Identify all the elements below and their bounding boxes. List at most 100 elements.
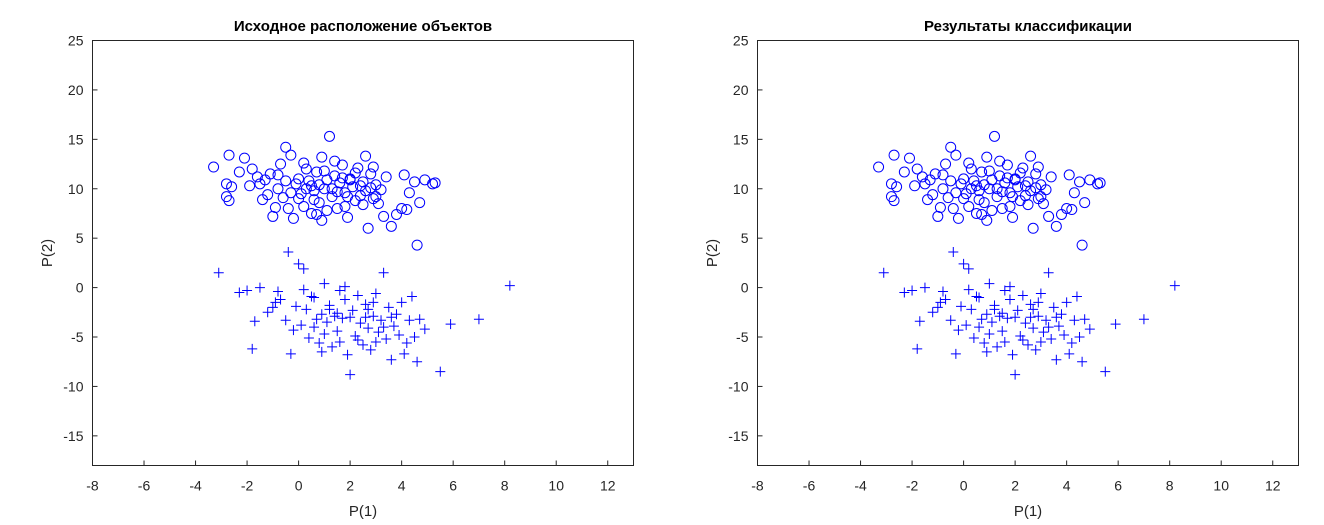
data-point-circle [360, 150, 372, 162]
y-tick-labels: -15 -10 -5 0 5 10 15 20 25 [63, 33, 98, 444]
data-point-plus [899, 287, 910, 298]
data-point-plus [1051, 354, 1062, 365]
data-point-plus [1046, 333, 1057, 344]
data-point-circle [401, 204, 413, 216]
data-point-plus [1169, 280, 1180, 291]
data-point-circle [293, 193, 305, 205]
data-point-circle [257, 194, 269, 206]
data-point-circle [238, 152, 250, 164]
data-point-plus [937, 286, 948, 297]
data-point-plus [311, 314, 322, 325]
data-point-circle [208, 161, 220, 173]
data-point-circle [398, 169, 410, 181]
data-point-plus [1071, 291, 1082, 302]
data-point-plus [383, 302, 394, 313]
data-point-circle [311, 166, 323, 178]
data-point-circle [360, 185, 372, 197]
data-point-plus [1110, 319, 1121, 330]
data-point-circle [986, 174, 998, 186]
data-point-plus [1053, 321, 1064, 332]
y-tick-label: 20 [733, 82, 749, 98]
data-point-plus [242, 285, 253, 296]
data-point-circle [429, 177, 441, 189]
data-point-plus [1025, 299, 1036, 310]
data-point-plus [1010, 312, 1021, 323]
data-point-circle [336, 159, 348, 171]
data-point-plus [350, 331, 361, 342]
data-point-plus [319, 278, 330, 289]
data-point-circle [275, 158, 287, 170]
data-point-circle [331, 203, 343, 215]
data-point-circle [1061, 203, 1073, 215]
data-point-circle [1007, 211, 1019, 223]
data-point-circle [950, 149, 962, 161]
data-point-circle [311, 208, 323, 220]
data-point-circle [285, 187, 297, 199]
data-point-plus [316, 346, 327, 357]
data-point-circle [1025, 150, 1037, 162]
data-point-circle [891, 181, 903, 193]
data-point-plus [986, 317, 997, 328]
data-point-circle [937, 183, 949, 195]
data-point-plus [275, 294, 286, 305]
data-point-plus [324, 304, 335, 315]
data-point-plus [381, 333, 392, 344]
data-point-circle [419, 174, 431, 186]
y-tick-label: 5 [76, 230, 84, 246]
data-point-plus [339, 281, 350, 292]
data-point-circle [885, 191, 897, 203]
data-point-plus [473, 314, 484, 325]
x-tick-label: 6 [1114, 478, 1122, 494]
data-point-plus [316, 309, 327, 320]
data-point-plus [386, 354, 397, 365]
data-point-circle [945, 141, 957, 153]
y-axis-label: P(2) [704, 239, 721, 267]
data-point-circle [909, 180, 921, 192]
data-point-circle [385, 220, 397, 232]
data-point-plus [339, 294, 350, 305]
data-point-plus [963, 263, 974, 274]
data-point-plus [234, 287, 245, 298]
data-point-circle [220, 191, 232, 203]
data-point-plus [504, 280, 515, 291]
data-point-circle [945, 175, 957, 187]
data-point-circle [362, 222, 374, 234]
data-point-plus [1051, 312, 1062, 323]
data-point-circle [978, 197, 990, 209]
data-point-circle [1094, 177, 1106, 189]
data-point-circle [996, 203, 1008, 215]
data-point-plus [961, 320, 972, 331]
data-point-plus [1138, 314, 1149, 325]
x-tick-label: 0 [960, 478, 968, 494]
data-point-circle [220, 178, 232, 190]
data-point-plus [376, 315, 387, 326]
data-point-plus [378, 322, 389, 333]
data-point-plus [981, 309, 992, 320]
data-point-circle [372, 198, 384, 210]
data-point-plus [919, 282, 930, 293]
data-point-plus [1038, 327, 1049, 338]
data-point-circle [380, 171, 392, 183]
data-point-plus [298, 284, 309, 295]
data-point-plus [360, 299, 371, 310]
data-point-plus [334, 336, 345, 347]
data-point-circle [365, 182, 377, 194]
data-point-plus [337, 313, 348, 324]
data-point-circle [280, 175, 292, 187]
data-point-circle [244, 180, 256, 192]
data-point-plus [368, 311, 379, 322]
data-point-circle [308, 194, 320, 206]
data-point-circle [367, 161, 379, 173]
data-point-circle [293, 173, 305, 185]
data-point-circle [1030, 182, 1042, 194]
data-point-circle [1055, 208, 1067, 220]
data-point-plus [345, 369, 356, 380]
data-point-plus [935, 297, 946, 308]
data-point-circle [264, 168, 276, 180]
data-point-circle [313, 197, 325, 209]
data-point-plus [213, 267, 224, 278]
data-point-plus [1035, 336, 1046, 347]
y-tick-labels: -15 -10 -5 0 5 10 15 20 25 [728, 33, 763, 444]
data-point-circle [1030, 168, 1042, 180]
